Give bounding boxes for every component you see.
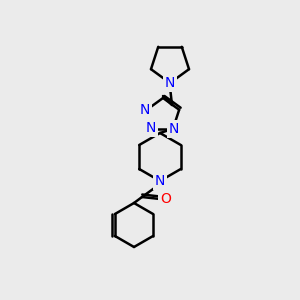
Text: N: N (155, 174, 165, 188)
Text: N: N (169, 122, 179, 136)
Text: N: N (140, 103, 150, 117)
Text: N: N (165, 76, 175, 90)
Text: N: N (146, 121, 156, 135)
Text: O: O (160, 192, 171, 206)
